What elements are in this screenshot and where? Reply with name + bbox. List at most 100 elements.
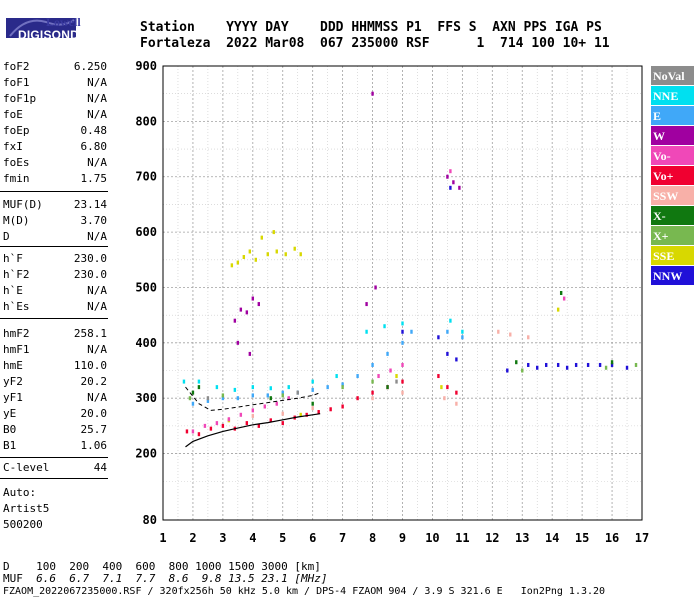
echo-point-e [236, 396, 240, 401]
echo-point-nne [269, 386, 272, 391]
x-tick-label: 14 [545, 531, 559, 545]
echo-point-e [356, 374, 359, 379]
legend-label: Vo- [653, 149, 671, 163]
echo-point-x- [371, 379, 374, 384]
echo-point-w [245, 310, 249, 315]
param-name: MUF(D) [3, 198, 43, 211]
param-name: foEp [3, 124, 30, 137]
echo-point-vo- [263, 404, 266, 409]
echo-point-x- [221, 393, 225, 398]
param-row: M(D) 3.70 [3, 214, 107, 227]
param-row: h`E N/A [3, 284, 107, 297]
param-separator [0, 318, 108, 319]
echo-point-nne [311, 379, 314, 384]
y-tick-label: 900 [135, 59, 157, 73]
echo-point-vo- [562, 296, 566, 301]
param-row: foEs N/A [3, 156, 107, 169]
echo-point-nnw [556, 362, 560, 367]
echo-point-e [206, 398, 210, 403]
legend-swatch [651, 106, 694, 125]
x-tick-label: 16 [605, 531, 619, 545]
echo-point-sse [260, 235, 263, 240]
param-separator [0, 478, 108, 479]
param-name: yF1 [3, 391, 23, 404]
param-value: 1.75 [80, 172, 108, 185]
echo-point-x- [188, 396, 192, 401]
param-name: B0 [3, 423, 17, 436]
legend-label: W [653, 129, 665, 143]
echo-point-e [251, 393, 255, 398]
legend-label: X+ [653, 229, 669, 243]
y-tick-label: 700 [135, 170, 157, 184]
echo-point-sse [275, 249, 278, 254]
echo-point-e [281, 390, 284, 395]
echo-point-vo- [251, 408, 255, 413]
param-name: fxI [3, 140, 23, 153]
param-value: N/A [87, 156, 107, 169]
param-row: fmin 1.75 [3, 172, 107, 185]
echo-point-sse [230, 263, 234, 268]
echo-point-vo- [329, 407, 332, 412]
echo-point-nne [182, 379, 186, 384]
echo-point-nne [461, 329, 464, 334]
legend-label: SSW [653, 189, 678, 203]
echo-point-e [401, 340, 404, 345]
y-tick-label: 300 [135, 391, 157, 405]
echo-point-nne [287, 385, 290, 390]
footer-d-label: D [3, 560, 10, 573]
param-separator [0, 457, 108, 458]
param-separator [0, 246, 108, 247]
param-name: hmE [3, 359, 23, 372]
echo-point-sse [242, 255, 246, 260]
echo-point-noval [206, 396, 210, 401]
plot-frame [162, 65, 643, 521]
legend-swatch [651, 186, 694, 205]
echo-point-nne [365, 329, 368, 334]
param-row: B1 1.06 [3, 439, 107, 452]
echo-point-ssw [443, 396, 446, 401]
echo-point-e [341, 382, 344, 387]
echo-point-w [365, 302, 368, 307]
x-tick-label: 10 [425, 531, 439, 545]
echo-point-nne [197, 379, 201, 384]
x-tick-label: 1 [159, 531, 166, 545]
echo-point-nnw [598, 362, 602, 367]
echo-point-e [221, 396, 225, 401]
echo-point-vo- [341, 404, 344, 409]
legend-swatch [651, 226, 694, 245]
echo-point-x- [634, 362, 638, 367]
param-row: foF1 N/A [3, 76, 107, 89]
echo-point-ssw [311, 406, 314, 411]
echo-point-nne [215, 385, 219, 390]
echo-point-w [248, 351, 252, 356]
echo-point-x- [604, 365, 608, 370]
echo-point-vo- [389, 368, 392, 373]
x-tick-label: 11 [455, 531, 469, 545]
echo-point-vo- [449, 169, 452, 174]
param-name: fmin [3, 172, 30, 185]
param-value: 6.250 [73, 60, 107, 73]
echo-point-vo- [257, 423, 260, 428]
echo-point-vo- [227, 417, 231, 422]
echo-point-vo- [221, 423, 225, 428]
legend-label: NNE [653, 89, 678, 103]
echo-point-sse [299, 412, 302, 417]
echo-point-sse [440, 385, 443, 390]
echo-point-e [386, 351, 389, 356]
param-value: 20.0 [80, 407, 108, 420]
echo-point-vo- [281, 421, 284, 426]
echo-point-ssw [401, 390, 404, 395]
y-tick-label: 400 [135, 336, 157, 350]
x-tick-label: 12 [485, 531, 499, 545]
echo-point-sse [254, 257, 258, 262]
echo-point-vo- [371, 390, 374, 395]
x-tick-label: 6 [309, 531, 316, 545]
param-name: D [3, 230, 10, 243]
param-name: h`F2 [3, 268, 30, 281]
echo-point-vo- [245, 421, 249, 426]
echo-point-nnw [455, 357, 458, 362]
param-row: foF1p N/A [3, 92, 107, 105]
digisonde-logo: Lowell DIGISONDE [6, 6, 87, 42]
param-row: hmF1 N/A [3, 343, 107, 356]
logo-lowell-text: Lowell [46, 15, 81, 29]
